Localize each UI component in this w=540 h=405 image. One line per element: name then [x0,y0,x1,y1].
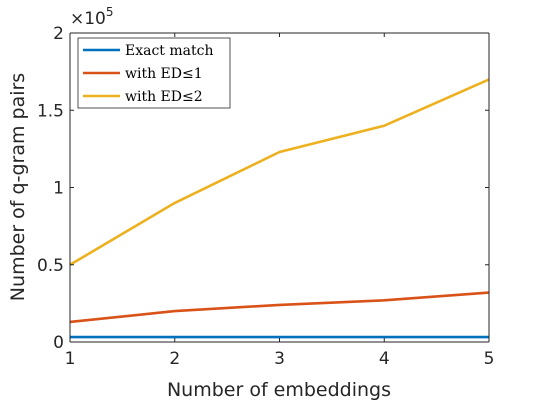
legend-label-1: Exact match [125,43,213,59]
y-tick-label: 0.5 [37,256,64,276]
series-lines [69,78,490,339]
y-multiplier-label: ×105 [70,5,114,29]
y-tick-label: 2 [53,24,64,44]
y-ticks: 0 0.5 1 1.5 2 [37,24,489,353]
y-axis-title: Number of q-gram pairs [7,73,29,301]
x-tick-label: 4 [379,349,390,369]
legend: Exact match with ED≤1 with ED≤2 [77,37,231,109]
y-tick-label: 1 [53,179,64,199]
x-tick-label: 3 [274,349,285,369]
x-tick-label: 1 [65,349,76,369]
x-axis-title: Number of embeddings [167,379,391,401]
series-line-3 [69,78,490,266]
series-line-2 [69,291,490,324]
x-tick-label: 2 [169,349,180,369]
x-tick-label: 5 [484,349,495,369]
y-tick-label: 0 [53,333,64,353]
legend-label-3: with ED≤2 [125,89,203,105]
x-ticks: 1 2 3 4 5 [65,33,495,369]
y-tick-label: 1.5 [37,101,64,121]
legend-label-2: with ED≤1 [125,66,203,82]
